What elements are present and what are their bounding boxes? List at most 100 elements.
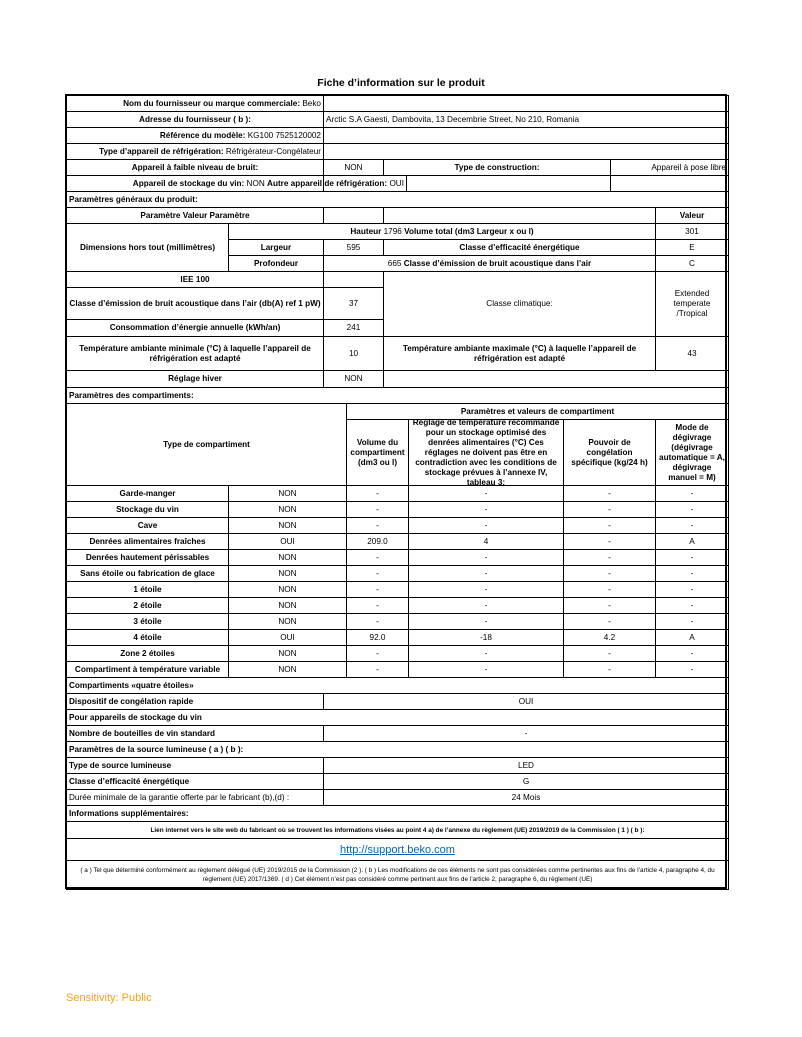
compartment-defrost-text: A — [689, 632, 695, 642]
wine-other-appliance-text: OUI — [389, 178, 404, 188]
section-compartments: Paramètres des compartiments: — [66, 387, 729, 404]
compartment-present: NON — [228, 581, 347, 598]
footnote: ( a ) Tel que déterminé conformément au … — [66, 860, 729, 890]
compartment-present: NON — [228, 613, 347, 630]
compartment-temp-text: - — [484, 600, 488, 610]
winter-value: NON — [323, 370, 384, 388]
compartment-defrost: - — [655, 501, 729, 518]
supplier-name-label: Nom du fournisseur ou marque commerciale… — [66, 95, 324, 112]
manufacturer-link: http://support.beko.com — [66, 838, 729, 861]
compartment-volume: - — [346, 613, 409, 630]
noise-db-label: Classe d’émission de bruit acoustique da… — [66, 287, 324, 320]
supplier-name-label-text: Beko — [302, 98, 321, 108]
noise-db-value-text: 37 — [348, 298, 359, 308]
footnote-text: ( a ) Tel que déterminé conformément au … — [80, 867, 715, 883]
compartment-temp: - — [408, 565, 564, 582]
compartment-freeze-text: - — [608, 552, 611, 562]
wine-other-appliance-text: Appareil de stockage du vin: — [132, 178, 245, 188]
compartment-temp-text: - — [484, 520, 488, 530]
tmax-value-text: 43 — [687, 348, 697, 358]
compartment-name: Stockage du vin — [66, 501, 229, 518]
supplier-address-value: Arctic S.A Gaesti, Dambovita, 13 Decembr… — [323, 111, 729, 128]
hauteur-volume-text: Volume total (dm3 Largeur x ou l) — [404, 226, 534, 236]
compartment-freeze: - — [563, 549, 656, 566]
appliance-type-text: Type d’appareil de réfrigération: — [99, 146, 224, 156]
tmax-value: 43 — [655, 336, 729, 371]
page-title: Fiche d’information sur le produit — [317, 77, 485, 89]
low-noise-value-text: NON — [344, 162, 363, 172]
compartment-freeze: 4.2 — [563, 629, 656, 646]
compartment-volume-text: - — [376, 568, 379, 578]
tmax-label: Température ambiante maximale (°C) à laq… — [383, 336, 656, 371]
compartment-temp-text: 4 — [483, 536, 489, 546]
compartment-freeze: - — [563, 485, 656, 502]
compartment-freeze-text: - — [608, 520, 611, 530]
compartment-temp: - — [408, 597, 564, 614]
compartment-defrost: - — [655, 613, 729, 630]
compartment-temp: - — [408, 661, 564, 678]
compartment-freeze: - — [563, 517, 656, 534]
compartment-volume: - — [346, 549, 409, 566]
fast-freeze-value: OUI — [323, 693, 729, 710]
valeur-header: Valeur — [655, 207, 729, 224]
section-compartments-text: Paramètres des compartiments: — [69, 390, 194, 400]
compartment-present-text: NON — [278, 648, 297, 658]
light-class-value: G — [323, 773, 729, 790]
climate-label: Classe climatique: — [383, 271, 656, 337]
compartment-present: NON — [228, 565, 347, 582]
compartment-defrost: - — [655, 565, 729, 582]
compartment-present-text: NON — [278, 520, 297, 530]
compartment-volume-text: 209.0 — [367, 536, 388, 546]
climate-value: Extended temperate /Tropical — [655, 271, 729, 337]
supplier-address-label-text: Adresse du fournisseur ( b ): — [139, 114, 251, 124]
group-header-text: Paramètres et valeurs de compartiment — [460, 406, 615, 416]
sensitivity-label: Sensitivity: Public — [66, 992, 152, 1004]
section-info: Informations supplémentaires: — [66, 805, 729, 822]
largeur-value: 595 — [323, 239, 384, 256]
light-type-label: Type de source lumineuse — [66, 757, 324, 774]
compartment-temp-text: - — [484, 552, 488, 562]
hauteur-volume-text: 1796 — [383, 226, 402, 236]
winter-value-text: NON — [344, 374, 363, 383]
supplier-address-label: Adresse du fournisseur ( b ): — [66, 111, 324, 128]
compartment-freeze: - — [563, 565, 656, 582]
compartment-volume-text: - — [376, 584, 379, 594]
compartment-temp: - — [408, 485, 564, 502]
compartment-name: 4 étoile — [66, 629, 229, 646]
winter-label: Réglage hiver — [66, 370, 324, 388]
valeur-header-text: Valeur — [679, 210, 705, 220]
manufacturer-link-text[interactable]: http://support.beko.com — [340, 843, 455, 856]
compartment-freeze-text: - — [608, 584, 611, 594]
compartment-temp-text: - — [484, 568, 488, 578]
light-type-value-text: LED — [518, 760, 534, 770]
noise-db-label-text: Classe d’émission de bruit acoustique da… — [69, 298, 321, 308]
compartment-present: NON — [228, 661, 347, 678]
section-general: Paramètres généraux du produit: — [66, 191, 729, 208]
param-header: Paramètre Valeur Paramètre — [66, 207, 324, 224]
compartment-temp-text: - — [484, 616, 488, 626]
compartment-present-text: NON — [278, 552, 297, 562]
compartment-freeze-text: - — [608, 568, 611, 578]
compartment-volume-text: - — [376, 616, 379, 626]
compartment-name-text: 2 étoile — [133, 600, 162, 610]
compartment-temp-text: - — [484, 504, 488, 514]
largeur-value-text: 595 — [346, 242, 361, 252]
col-temp: Réglage de température recommandé pour u… — [408, 418, 564, 487]
compartment-volume-text: - — [376, 552, 379, 562]
compartment-name: Sans étoile ou fabrication de glace — [66, 565, 229, 582]
compartment-volume: 209.0 — [346, 533, 409, 550]
param-header-text: Paramètre Valeur Paramètre — [140, 210, 250, 220]
compartment-present-text: NON — [278, 504, 297, 514]
construction-label: Type de construction: — [383, 159, 611, 176]
profondeur-label: Profondeur — [228, 255, 324, 272]
energy-class-value-text: E — [689, 242, 695, 252]
compartment-temp: - — [408, 581, 564, 598]
construction-value: Appareil à pose libre — [610, 159, 729, 176]
type-header: Type de compartiment — [66, 403, 347, 486]
compartment-name-text: Denrées alimentaires fraîches — [89, 536, 206, 546]
energy-class-label: Classe d’efficacité énergétique — [383, 239, 656, 256]
compartment-defrost: - — [655, 581, 729, 598]
warranty-value-text: 24 Mois — [511, 792, 541, 802]
col-defrost: Mode de dégivrage (dégivrage automatique… — [655, 419, 729, 486]
